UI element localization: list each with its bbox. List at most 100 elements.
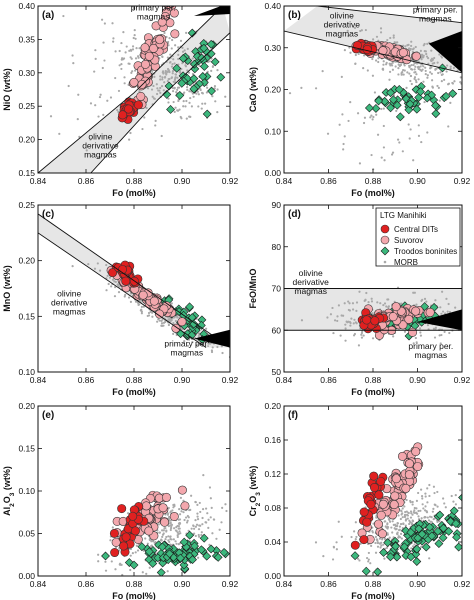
morb-point [374,541,377,545]
morb-point [170,65,174,68]
morb-point [314,541,318,544]
morb-point [339,334,342,337]
morb-point [201,102,204,105]
morb-point [362,67,365,70]
morb-point [138,47,141,50]
morb-point [199,88,202,91]
morb-point [408,47,411,50]
morb-point [347,35,350,38]
morb-point [220,521,223,524]
morb-point [185,31,188,34]
morb-point [187,71,191,74]
morb-point [159,86,162,90]
morb-point [192,532,196,535]
morb-point [424,492,427,495]
morb-point [124,51,127,54]
suvorov-point [160,517,170,527]
morb-point [164,75,167,79]
central-point [130,526,140,536]
morb-point [200,531,203,534]
x-tick-label: 0.92 [454,579,471,589]
morb-point [185,99,188,103]
morb-point [433,491,436,495]
suvorov-point [391,474,401,484]
morb-point [153,75,156,78]
morb-point [93,70,96,73]
morb-point [415,73,418,76]
morb-point [208,60,211,63]
morb-point [117,89,121,93]
morb-point [391,68,395,71]
central-point [117,504,127,514]
morb-point [376,545,380,548]
troodos-point [392,100,402,110]
morb-point [389,36,392,40]
morb-point [165,72,168,75]
troodos-point [405,99,415,109]
morb-point [370,153,373,157]
morb-point [439,71,442,74]
morb-point [123,82,126,85]
y-tick-label: 0.40 [18,1,35,11]
morb-point [96,262,99,265]
panel-3: 0.84 0.86 0.88 0.90 0.92 50 60 70 80 90 Fo (mol%) F… [248,200,471,397]
y-tick-label: 0.25 [18,101,35,111]
troodos-point [185,302,195,312]
morb-point [114,568,117,571]
y-tick-label: 0.10 [264,126,281,136]
morb-point [347,119,350,123]
morb-point [97,115,100,118]
morb-point [132,36,135,40]
morb-point [131,552,134,555]
morb-point [434,299,437,302]
morb-point [420,56,423,60]
morb-point [170,76,173,80]
morb-point [186,519,189,522]
suvorov-point [141,501,151,511]
field-annotation: olivine derivative magmas [51,288,88,316]
y-tick-label: 0.20 [18,401,35,411]
morb-point [140,305,143,309]
morb-point [174,319,177,323]
morb-point [427,519,431,522]
morb-point [344,339,347,342]
morb-point [353,530,356,533]
morb-point [136,549,140,552]
morb-point [466,508,468,510]
morb-point [340,75,343,78]
y-tick-label: 0.20 [264,401,281,411]
troodos-point [427,531,437,541]
morb-point [155,83,158,86]
morb-point [340,535,343,538]
panel-label: (a) [42,10,54,21]
morb-point [174,529,178,532]
morb-point [120,63,123,66]
troodos-point [165,549,174,559]
morb-point [437,86,440,89]
suvorov-point [169,8,179,18]
morb-point [419,65,422,68]
morb-point [410,512,413,515]
morb-point [358,290,361,293]
morb-point [170,47,173,50]
morb-point [225,509,228,513]
morb-point [169,511,172,514]
morb-point [447,302,450,306]
troodos-point [196,545,206,555]
morb-point [184,105,187,108]
x-tick-label: 0.90 [174,375,191,385]
troodos-point [101,551,110,561]
morb-point [426,74,429,77]
morb-point [446,310,449,313]
morb-point [395,109,398,112]
suvorov-point [425,307,435,317]
morb-point [205,521,208,524]
troodos-point [206,39,216,49]
morb-point [133,34,136,37]
morb-point [123,76,126,79]
morb-point [174,73,178,76]
troodos-point [454,542,462,552]
morb-point [397,73,400,76]
troodos-point [374,96,384,106]
morb-point [391,151,395,154]
